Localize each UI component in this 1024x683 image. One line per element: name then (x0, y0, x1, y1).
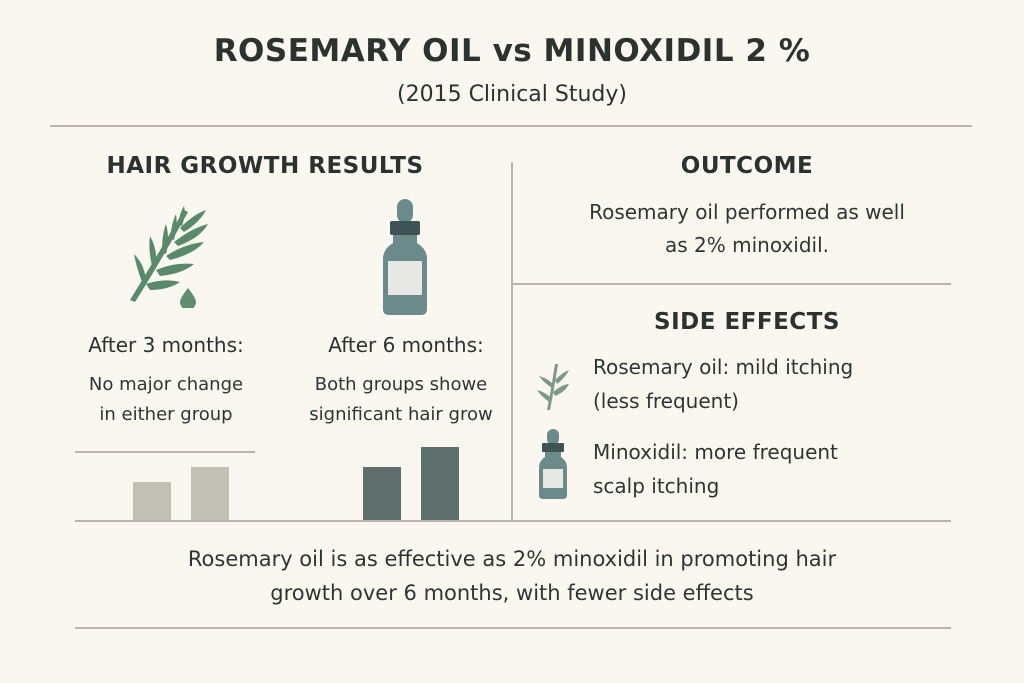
summary-line1: Rosemary oil is as effective as 2% minox… (187, 547, 837, 571)
rosemary-sprig-icon (537, 364, 569, 410)
outcome-line1: Rosemary oil performed as well (589, 200, 905, 224)
period-3-months-line2: in either group (99, 404, 233, 425)
period-6-months-label: After 6 months: (328, 333, 484, 357)
header-divider (50, 125, 972, 127)
summary-line2: growth over 6 months, with fewer side ef… (270, 581, 754, 605)
side-effects-heading: SIDE EFFECTS (654, 309, 840, 335)
side-effect-minoxidil-line1: Minoxidil: more frequent (593, 440, 838, 464)
page-subtitle: (2015 Clinical Study) (397, 82, 627, 107)
side-effect-rosemary-line1: Rosemary oil: mild itching (593, 355, 854, 379)
hair-growth-heading: HAIR GROWTH RESULTS (106, 153, 424, 179)
period-3-months-label: After 3 months: (88, 333, 244, 357)
outcome-line2: as 2% minoxidil. (664, 233, 829, 257)
footer-divider (75, 627, 951, 629)
side-effect-rosemary-line2: (less frequent) (593, 389, 739, 413)
period-3-months-line1: No major change (88, 374, 244, 395)
dropper-bottle-small-icon (539, 429, 567, 499)
chart-baseline-divider (75, 520, 951, 522)
period-6-months-line2: significant hair grow (309, 404, 493, 425)
chart-reference-line (75, 451, 255, 453)
rosemary-sprig-with-drop-icon (130, 206, 208, 308)
column-divider (511, 162, 513, 520)
page-title: ROSEMARY OIL vs MINOXIDIL 2 % (213, 33, 811, 69)
outcome-heading: OUTCOME (680, 153, 814, 179)
side-effect-minoxidil-line2: scalp itching (593, 474, 720, 498)
bar-3-months-group-a (133, 482, 171, 520)
bar-3-months-group-b (191, 467, 229, 520)
outcome-divider (512, 283, 951, 285)
period-6-months-line1: Both groups showe (314, 374, 488, 395)
bar-6-months-group-a (363, 467, 401, 520)
bar-6-months-group-b (421, 447, 459, 520)
dropper-bottle-icon (383, 199, 427, 315)
